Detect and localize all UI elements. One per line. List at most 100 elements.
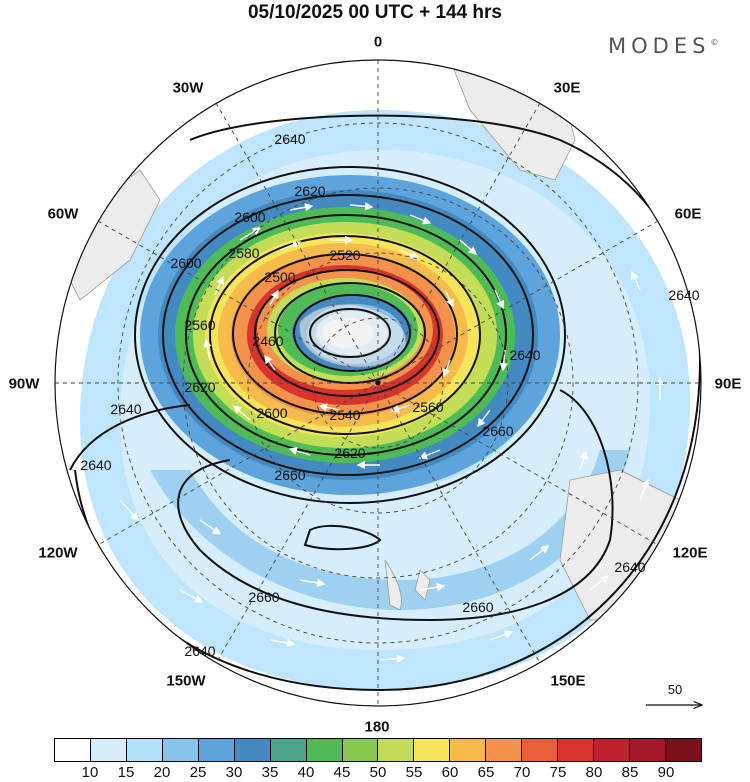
contour-label: 2660 — [462, 599, 493, 615]
colorbar-swatch — [234, 739, 271, 761]
colorbar-tick-label: 30 — [225, 764, 243, 781]
wind-arrow — [269, 289, 279, 306]
wind-arrow — [179, 589, 204, 603]
colorbar-swatch — [486, 739, 523, 761]
colorbar-tick-label: 55 — [405, 764, 423, 781]
contour-label: 2580 — [228, 245, 259, 261]
wind-arrow — [379, 654, 406, 663]
wind-arrow — [589, 575, 610, 591]
lon-label-180: 180 — [364, 718, 390, 736]
colorbar-swatch — [270, 739, 307, 761]
wind-arrow — [349, 202, 374, 211]
colorbar-swatch — [342, 739, 379, 761]
colorbar-swatch — [630, 739, 666, 761]
contour-label: 2640 — [184, 643, 215, 659]
latitude-circle — [182, 187, 574, 579]
lon-label-0: 0 — [373, 33, 383, 51]
contour-label: 2600 — [256, 405, 287, 421]
colorbar-tick-label: 65 — [477, 764, 495, 781]
colorbar-tick-label: 75 — [549, 764, 567, 781]
contour-label: 2640 — [614, 559, 645, 575]
wind-arrow — [288, 446, 311, 456]
wind-arrow — [444, 289, 454, 308]
contour-label: 2640 — [80, 457, 111, 473]
colorbar — [54, 738, 702, 762]
colorbar-swatch — [450, 739, 487, 761]
contour-2660-small — [303, 524, 382, 551]
colorbar-swatch — [198, 739, 235, 761]
contour-label: 2620 — [184, 379, 215, 395]
contour-label: 2640 — [110, 401, 141, 417]
contour-label: 2520 — [329, 247, 360, 263]
wind-arrow — [489, 630, 514, 641]
lon-label-150e: 150E — [550, 672, 586, 690]
contour-2480 — [293, 294, 411, 372]
lon-label-90w: 90W — [8, 375, 40, 393]
colorbar-tick-label: 15 — [117, 764, 135, 781]
wind-arrow — [390, 404, 411, 413]
lon-label-30e: 30E — [553, 79, 581, 97]
contour-2460 — [309, 308, 391, 358]
wind-arrow — [214, 275, 224, 296]
contour-label: 2560 — [184, 317, 215, 333]
wind-arrow — [203, 338, 212, 361]
wind-arrow — [579, 450, 588, 471]
contour-label: 2560 — [412, 399, 443, 415]
wind-arrow — [299, 578, 326, 587]
contour-label: 2640 — [668, 287, 699, 303]
wind-arrow — [419, 583, 446, 592]
colorbar-tick-label: 80 — [585, 764, 603, 781]
contour-label-group: 2640 2620 2600 2580 2520 2500 2600 2560 … — [80, 131, 699, 659]
latitude-circle — [117, 122, 639, 644]
contour-2600 — [162, 194, 534, 476]
colorbar-tick-label: 10 — [81, 764, 99, 781]
contour-label: 2660 — [274, 467, 305, 483]
contour-2580 — [185, 214, 507, 456]
contour-2660 — [177, 389, 614, 622]
lon-label-150w: 150W — [166, 672, 206, 690]
lon-label-120e: 120E — [672, 544, 708, 562]
contour-label: 2460 — [252, 333, 283, 349]
wind-vectors — [119, 202, 665, 663]
colorbar-tick-label: 70 — [513, 764, 531, 781]
colorbar-swatch — [522, 739, 559, 761]
brand-name: MODES — [608, 34, 711, 58]
wind-arrow — [409, 214, 432, 225]
wind-arrow — [269, 638, 296, 647]
contour-2500 — [274, 282, 426, 384]
brand-logo: MODES© — [608, 34, 718, 58]
contour-label: 2640 — [509, 347, 540, 363]
map-border — [54, 59, 702, 707]
contour-label: 2540 — [329, 407, 360, 423]
lon-label-60w: 60W — [47, 205, 79, 223]
map-title: 05/10/2025 00 UTC + 144 hrs — [247, 2, 503, 23]
colorbar-swatch — [378, 739, 415, 761]
wind-arrow — [199, 519, 222, 535]
lon-label-30w: 30W — [172, 79, 204, 97]
wind-arrow — [289, 203, 314, 212]
colorbar-tick-label: 35 — [261, 764, 279, 781]
wind-arrow — [418, 449, 441, 460]
contour-label: 2640 — [274, 131, 305, 147]
lon-label-120w: 120W — [38, 544, 78, 562]
reference-vector-value: 50 — [667, 682, 683, 697]
contour-label: 2620 — [334, 445, 365, 461]
colorbar-swatch — [665, 739, 701, 761]
contour-2620 — [134, 166, 566, 504]
colorbar-swatch — [162, 739, 199, 761]
colorbar-tick-label: 60 — [441, 764, 459, 781]
wind-arrow — [264, 354, 276, 371]
contour-label: 2660 — [482, 423, 513, 439]
colorbar-tick-label: 40 — [297, 764, 315, 781]
wind-arrow — [279, 240, 302, 251]
colorbar-tick-label: 50 — [369, 764, 387, 781]
contour-label: 2600 — [170, 255, 201, 271]
colorbar-swatch — [594, 739, 630, 761]
colorbar-tick-label: 85 — [621, 764, 639, 781]
contour-2520 — [254, 269, 440, 397]
wind-arrow — [477, 409, 491, 428]
contour-2540 — [232, 253, 458, 415]
lon-label-60e: 60E — [674, 205, 702, 223]
colorbar-swatch — [306, 739, 343, 761]
